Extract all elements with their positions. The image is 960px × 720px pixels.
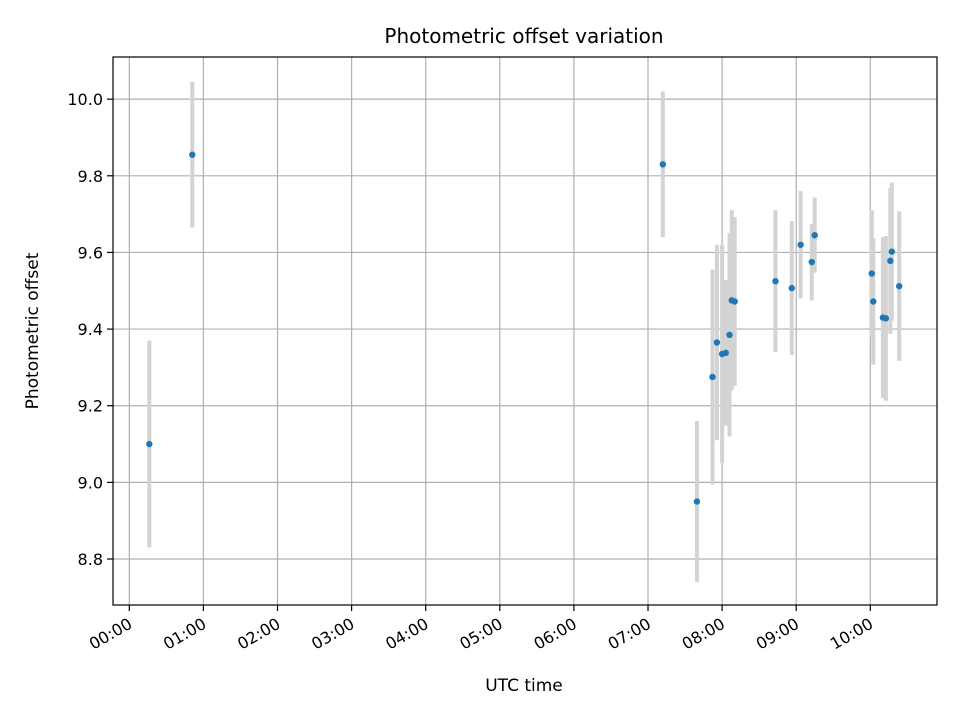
data-points [146, 151, 903, 505]
data-point [887, 257, 894, 265]
data-point [808, 258, 815, 266]
y-axis: 8.8 9.0 9.2 9.4 9.6 9.8 10.0 [67, 90, 113, 569]
data-point [797, 241, 804, 248]
data-point [693, 498, 701, 505]
y-tick-label: 9.8 [78, 167, 103, 186]
x-tick-label: 05:00 [456, 614, 505, 654]
data-point [870, 298, 877, 305]
data-point [772, 277, 779, 285]
plot-frame [112, 56, 938, 606]
data-point [896, 282, 903, 290]
x-axis: 00:00 01:00 02:00 03:00 04:00 05:00 06:00 07:00… [86, 605, 876, 654]
x-tick-label: 06:00 [530, 614, 579, 654]
x-tick-label: 10:00 [827, 614, 876, 654]
y-tick-label: 8.8 [78, 550, 103, 569]
data-point [189, 151, 196, 158]
y-tick-label: 9.2 [78, 397, 103, 416]
x-tick-label: 04:00 [382, 614, 431, 654]
data-point [709, 373, 716, 381]
data-point [713, 339, 721, 346]
x-tick-label: 01:00 [160, 614, 209, 654]
y-axis-title: Photometric offset [23, 252, 43, 409]
data-point [868, 270, 875, 277]
data-point [659, 161, 667, 168]
y-tick-label: 10.0 [67, 90, 103, 109]
y-tick-label: 9.6 [78, 243, 103, 262]
error-bars [147, 81, 902, 583]
data-point [882, 315, 890, 322]
x-axis-title: UTC time [485, 676, 563, 696]
chart-title: Photometric offset variation [384, 24, 663, 48]
data-point [788, 284, 795, 292]
x-tick-label: 07:00 [605, 614, 654, 654]
y-tick-label: 9.0 [78, 473, 103, 492]
x-tick-label: 09:00 [753, 614, 802, 654]
grid [113, 57, 937, 605]
x-tick-label: 02:00 [234, 614, 283, 654]
y-tick-label: 9.4 [78, 320, 103, 339]
data-point [811, 231, 818, 239]
data-point [722, 349, 730, 357]
x-tick-label: 03:00 [308, 614, 357, 654]
data-point [146, 440, 153, 448]
data-point [726, 331, 733, 339]
x-tick-label: 00:00 [86, 614, 135, 654]
data-point [731, 298, 738, 305]
data-point [888, 248, 895, 255]
x-tick-label: 08:00 [679, 614, 728, 654]
